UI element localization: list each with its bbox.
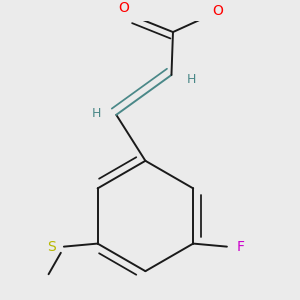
Text: H: H bbox=[92, 107, 101, 120]
Text: O: O bbox=[118, 1, 129, 14]
Text: S: S bbox=[47, 240, 56, 254]
Text: H: H bbox=[187, 73, 196, 86]
Text: O: O bbox=[212, 4, 223, 18]
Text: F: F bbox=[237, 240, 245, 254]
